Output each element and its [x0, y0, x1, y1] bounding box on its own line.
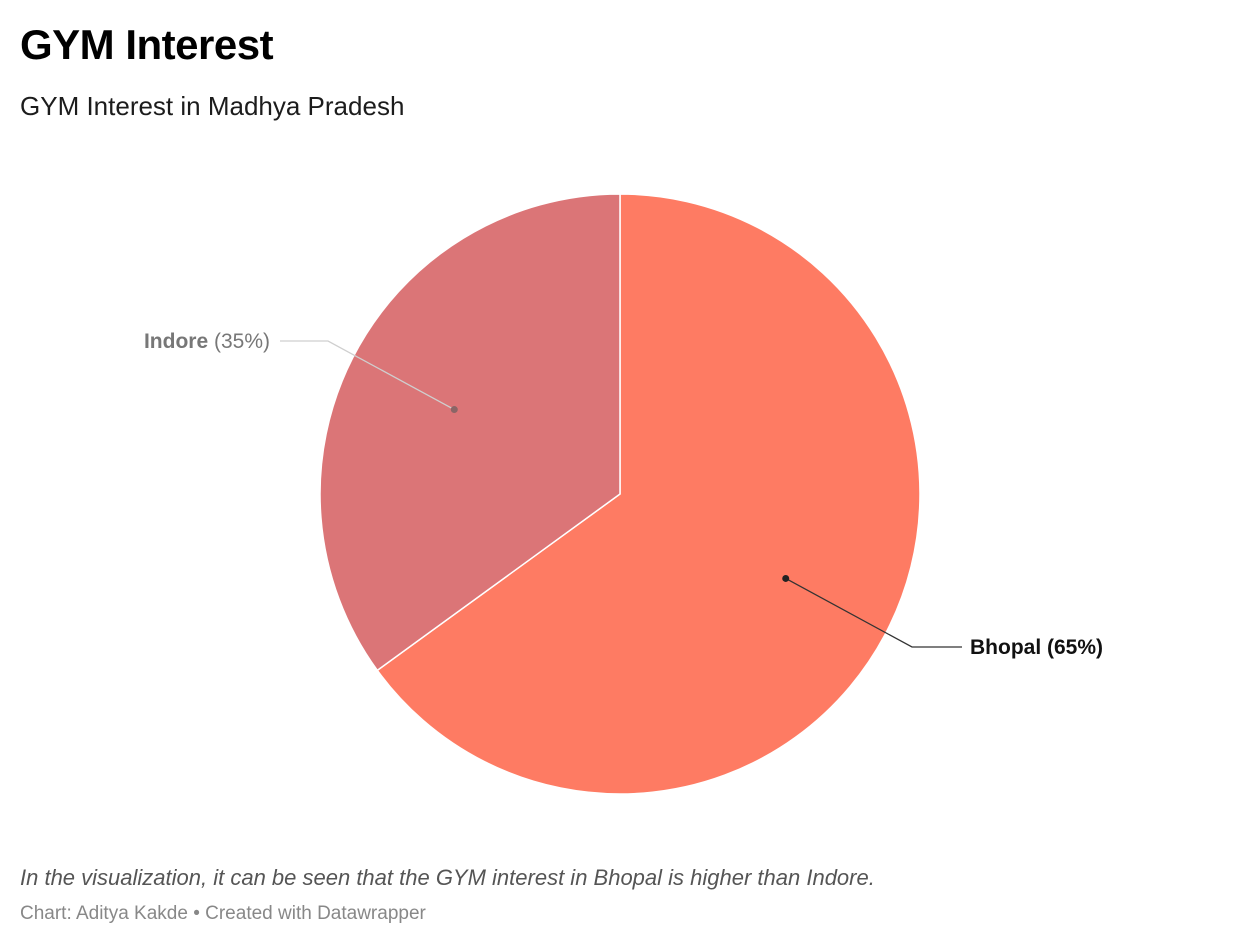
leader-line-indore	[280, 340, 455, 411]
pie-slices	[319, 193, 921, 795]
pie-labels: Bhopal (65%) Indore (35%)	[144, 330, 1103, 659]
chart-subtitle: GYM Interest in Madhya Pradesh	[20, 91, 405, 121]
pie-slice-indore[interactable]	[319, 193, 621, 672]
chart-description: In the visualization, it can be seen tha…	[20, 865, 875, 890]
pie-slice-bhopal[interactable]	[376, 193, 921, 795]
slice-label-indore: Indore (35%)	[144, 330, 270, 353]
slice-label-bhopal: Bhopal (65%)	[970, 636, 1103, 659]
chart-title: GYM Interest	[20, 21, 274, 68]
chart-credit: Chart: Aditya Kakde • Created with Dataw…	[20, 903, 426, 924]
leader-dot-bhopal	[782, 574, 790, 582]
leader-dot-indore	[450, 406, 458, 414]
leader-line-bhopal	[785, 577, 962, 648]
